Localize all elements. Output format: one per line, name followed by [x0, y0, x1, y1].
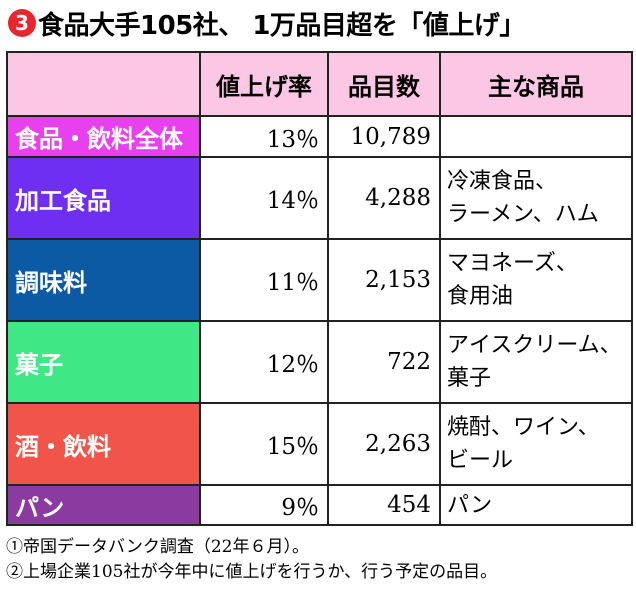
table-row: 菓子 12％ 722 アイスクリーム、 菓子 [6, 320, 633, 404]
header-row: 値上げ率 品目数 主な商品 [6, 51, 633, 117]
footnote-source: ①帝国データバンク調査（22年６月）。 [6, 537, 309, 557]
table-row: 食品・飲料全体 13％ 10,789 [6, 115, 633, 158]
rate-cell: 9％ [199, 484, 329, 526]
category-cell: 食品・飲料全体 [6, 115, 201, 158]
table-row: 酒・飲料 15％ 2,263 焼酎、ワイン、 ビール [6, 402, 633, 486]
products-cell: 冷凍食品、 ラーメン、ハム [439, 156, 633, 240]
table-row: パン 9％ 454 パン [6, 484, 633, 526]
header-cell-rate: 値上げ率 [199, 51, 329, 117]
count-cell: 454 [327, 484, 441, 526]
category-cell: 加工食品 [6, 156, 201, 240]
footnotes: ①帝国データバンク調査（22年６月）。 ②上場企業105社が今年中に値上げを行う… [6, 535, 497, 585]
product-line: アイスクリーム、 [447, 333, 622, 358]
count-cell: 4,288 [327, 156, 441, 240]
rate-cell: 12％ [199, 320, 329, 404]
product-line: ラーメン、ハム [447, 202, 599, 227]
product-line: ビール [447, 448, 514, 473]
products-cell: アイスクリーム、 菓子 [439, 320, 633, 404]
footnote-definition: ②上場企業105社が今年中に値上げを行うか、行う予定の品目。 [6, 562, 498, 582]
count-cell: 10,789 [327, 115, 441, 158]
count-cell: 2,153 [327, 238, 441, 322]
products-cell: 焼酎、ワイン、 ビール [439, 402, 633, 486]
product-line: 焼酎、ワイン、 [447, 415, 600, 440]
category-cell: 菓子 [6, 320, 201, 404]
category-cell: 調味料 [6, 238, 201, 322]
products-cell [439, 115, 633, 158]
count-cell: 2,263 [327, 402, 441, 486]
table-row: 調味料 11％ 2,153 マヨネーズ、 食用油 [6, 238, 633, 322]
products-cell: マヨネーズ、 食用油 [439, 238, 633, 322]
products-cell: パン [439, 484, 633, 526]
header-cell-products: 主な商品 [439, 51, 633, 117]
product-line: 食用油 [447, 284, 514, 309]
product-line: 菓子 [447, 366, 492, 391]
rate-cell: 15％ [199, 402, 329, 486]
product-line: パン [447, 492, 493, 518]
price-increase-table: 値上げ率 品目数 主な商品 食品・飲料全体 13％ 10,789 加工食品 14… [6, 51, 633, 526]
title-text: 食品大手105社、 1万品目超を「値上げ」 [38, 10, 525, 41]
category-cell: パン [6, 484, 201, 526]
count-cell: 722 [327, 320, 441, 404]
number-badge: 3 [8, 9, 36, 37]
rate-cell: 14％ [199, 156, 329, 240]
category-cell: 酒・飲料 [6, 402, 201, 486]
chart-title: 3 食品大手105社、 1万品目超を「値上げ」 [8, 5, 632, 41]
product-line: マヨネーズ、 [447, 251, 578, 276]
rate-cell: 11％ [199, 238, 329, 322]
header-cell-category [6, 51, 201, 117]
header-cell-count: 品目数 [327, 51, 441, 117]
table-row: 加工食品 14％ 4,288 冷凍食品、 ラーメン、ハム [6, 156, 633, 240]
rate-cell: 13％ [199, 115, 329, 158]
product-line: 冷凍食品、 [447, 169, 558, 194]
